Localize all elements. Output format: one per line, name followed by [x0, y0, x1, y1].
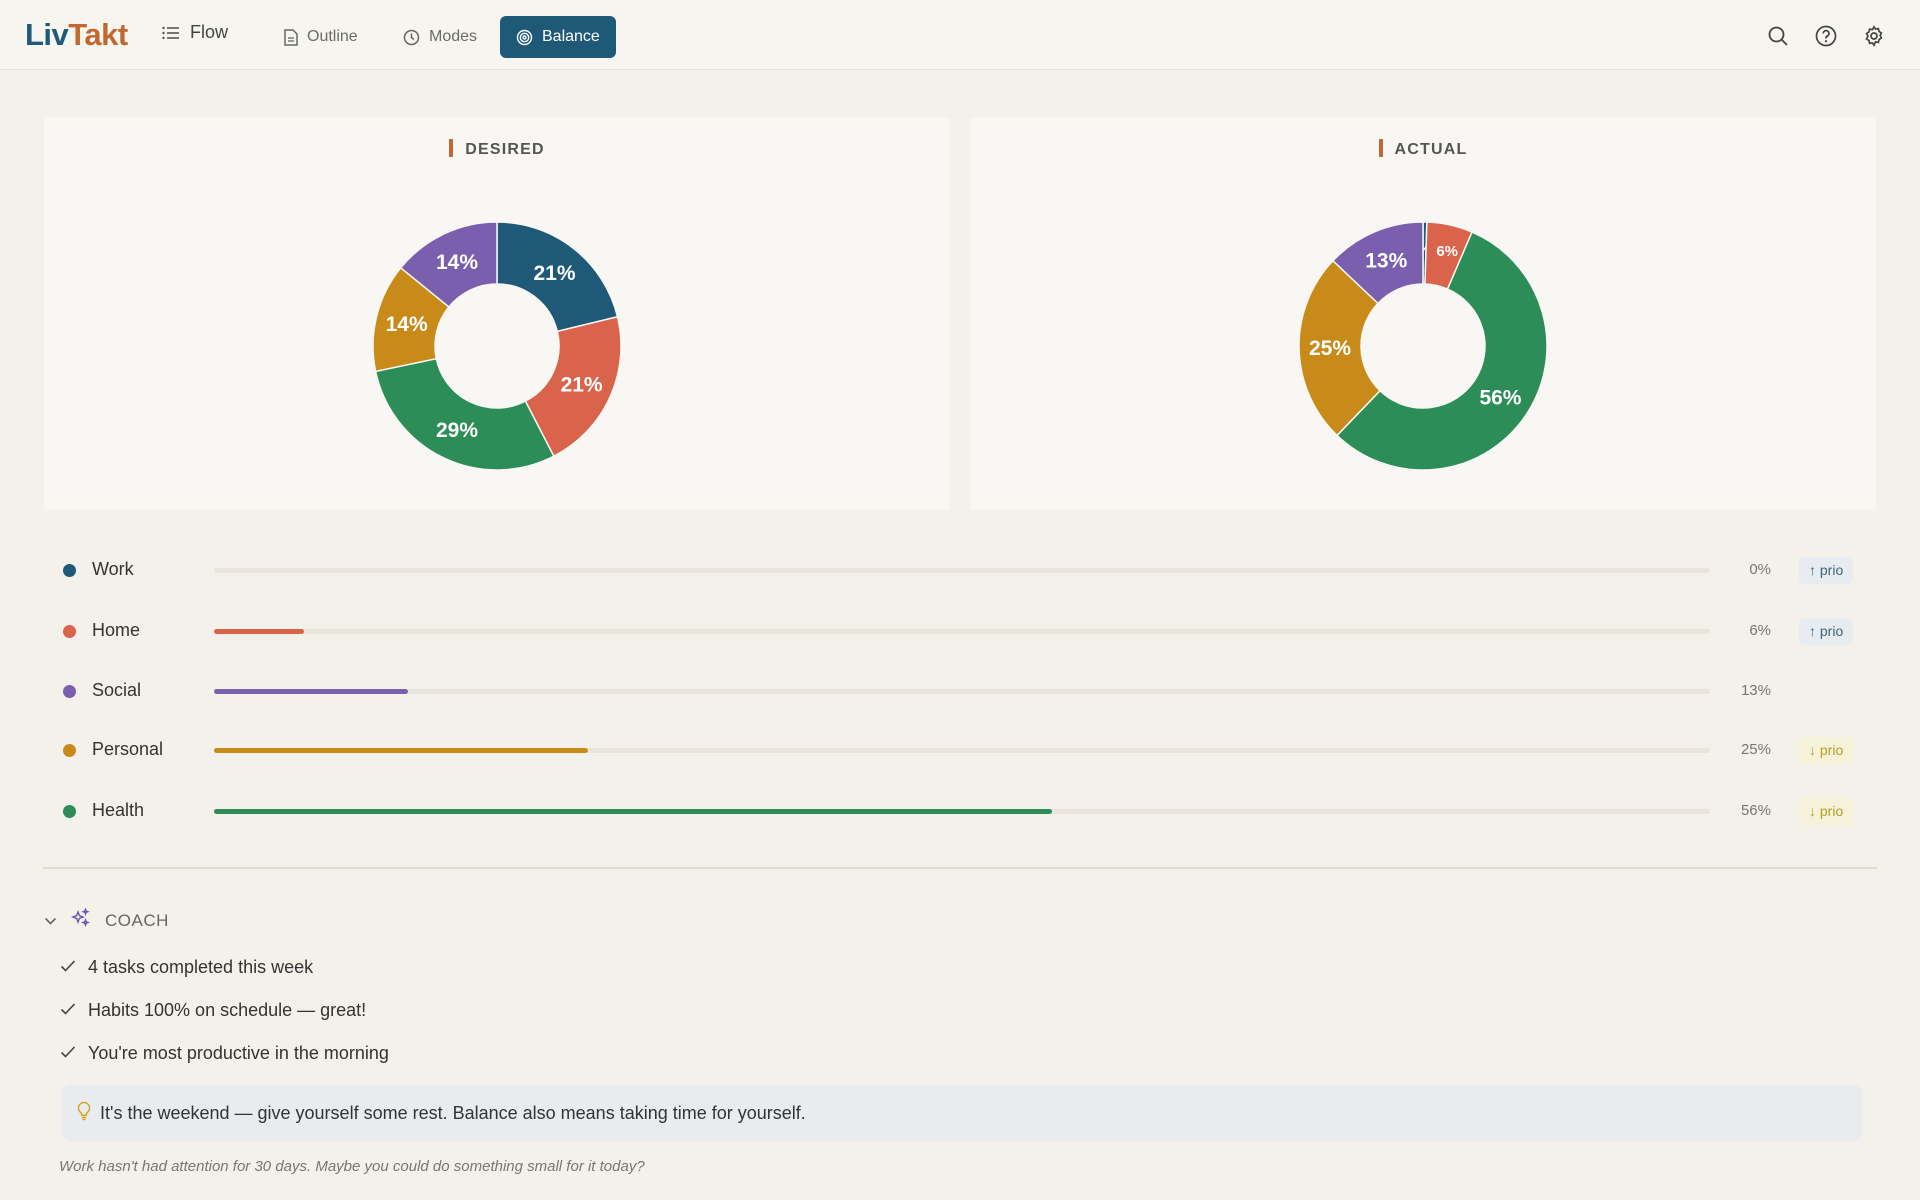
donut-label-work: 21%: [533, 262, 575, 285]
coach-tip-text: It's the weekend — give yourself some re…: [100, 1102, 806, 1123]
category-percent: 0%: [1749, 561, 1771, 578]
coach-item: You're most productive in the morning: [60, 1043, 389, 1064]
priority-badge-down[interactable]: ↓ prio: [1799, 737, 1854, 764]
category-name: Home: [92, 620, 141, 640]
tab-modes[interactable]: Modes: [387, 16, 493, 58]
tab-outline[interactable]: Outline: [268, 16, 374, 58]
app-logo[interactable]: LivTakt: [25, 17, 128, 52]
category-percent: 13%: [1740, 682, 1771, 699]
category-name: Personal: [92, 739, 164, 759]
donut-slice-personal[interactable]: [1298, 259, 1382, 437]
category-row-work: Work 0% ↑ prio: [0, 553, 1920, 587]
donut-label-home: 6%: [1436, 243, 1458, 260]
check-icon: [60, 957, 76, 978]
nav-flow-label: Flow: [190, 22, 229, 42]
category-name: Work: [92, 559, 134, 579]
priority-badge-up[interactable]: ↑ prio: [1799, 557, 1854, 584]
category-progress-fill: [214, 748, 588, 753]
coach-title: COACH: [105, 910, 169, 930]
category-color-dot: [63, 744, 76, 757]
chevron-down-icon: [44, 911, 57, 931]
category-progress-fill: [214, 629, 304, 634]
category-name: Health: [92, 800, 145, 820]
tab-modes-label: Modes: [429, 28, 478, 45]
donut-label-social: 14%: [436, 251, 478, 274]
category-progress-fill: [214, 689, 409, 694]
category-name: Social: [92, 680, 142, 700]
category-row-personal: Personal 25% ↓ prio: [0, 733, 1920, 767]
donut-label-home: 21%: [561, 374, 603, 397]
category-row-health: Health 56% ↓ prio: [0, 794, 1920, 828]
category-progress-track: [214, 689, 1710, 694]
category-progress-track: [214, 748, 1710, 753]
category-progress-track: [214, 629, 1710, 634]
donut-slice-home[interactable]: [524, 315, 622, 458]
category-percent: 6%: [1749, 622, 1771, 639]
coach-item: 4 tasks completed this week: [60, 957, 313, 978]
category-color-dot: [63, 805, 76, 818]
priority-badge-down[interactable]: ↓ prio: [1799, 798, 1854, 825]
coach-toggle[interactable]: COACH: [44, 907, 169, 933]
actual-chart-title: ACTUAL: [970, 139, 1876, 159]
category-progress-track: [214, 809, 1710, 814]
category-row-social: Social 13%: [0, 674, 1920, 708]
tab-outline-label: Outline: [307, 28, 358, 45]
coach-note: Work hasn't had attention for 30 days. M…: [59, 1158, 645, 1175]
coach-item-text: 4 tasks completed this week: [88, 957, 314, 977]
donut-slice-social[interactable]: [1331, 221, 1424, 305]
tab-balance[interactable]: Balance: [500, 16, 616, 58]
desired-chart-card: DESIRED 21% 21% 29% 14% 14%: [44, 117, 950, 510]
donut-slice-work[interactable]: [496, 221, 619, 333]
donut-slice-health[interactable]: [1335, 231, 1548, 471]
donut-slice-health[interactable]: [374, 357, 555, 471]
actual-chart-card: ACTUAL % 6% 56% 25% 13%: [970, 117, 1876, 510]
check-icon: [60, 1000, 76, 1021]
check-icon: [60, 1043, 76, 1064]
actual-donut-chart: % 6%56%25%13%: [1298, 221, 1548, 471]
lightbulb-icon: [76, 1101, 92, 1126]
donut-label-health: 56%: [1479, 386, 1521, 409]
nav-flow-button[interactable]: Flow: [162, 22, 228, 43]
coach-item: Habits 100% on schedule — great!: [60, 1000, 366, 1021]
search-icon[interactable]: [1767, 25, 1789, 47]
title-accent-bar: [1378, 139, 1383, 157]
coach-item-text: Habits 100% on schedule — great!: [88, 1000, 367, 1020]
top-bar: LivTakt Flow Outline Modes Balance: [0, 0, 1920, 70]
donut-label-personal: 25%: [1309, 337, 1351, 360]
sparkles-icon: [70, 907, 91, 933]
title-accent-bar: [449, 139, 454, 157]
category-progress-fill: [214, 809, 1052, 814]
section-divider: [43, 867, 1877, 869]
target-icon: [516, 29, 533, 46]
settings-icon[interactable]: [1863, 25, 1885, 47]
donut-label-social: 13%: [1365, 250, 1407, 273]
priority-badge-up[interactable]: ↑ prio: [1799, 618, 1854, 645]
desired-chart-title: DESIRED: [44, 139, 950, 159]
donut-label-personal: 14%: [386, 313, 428, 336]
donut-slice-social[interactable]: [399, 221, 498, 308]
donut-label-health: 29%: [436, 419, 478, 442]
clock-icon: [403, 29, 420, 46]
list-icon: [162, 25, 180, 41]
category-color-dot: [63, 685, 76, 698]
coach-tip: It's the weekend — give yourself some re…: [62, 1085, 1862, 1141]
category-color-dot: [63, 564, 76, 577]
document-icon: [284, 28, 298, 46]
category-color-dot: [63, 625, 76, 638]
coach-item-text: You're most productive in the morning: [88, 1043, 389, 1063]
category-progress-track: [214, 568, 1710, 573]
category-percent: 56%: [1740, 802, 1771, 819]
category-percent: 25%: [1740, 741, 1771, 758]
category-row-home: Home 6% ↑ prio: [0, 614, 1920, 648]
desired-donut-chart: 21% 21% 29% 14% 14%: [372, 221, 622, 471]
help-icon[interactable]: [1815, 25, 1837, 47]
tab-balance-label: Balance: [542, 28, 600, 45]
